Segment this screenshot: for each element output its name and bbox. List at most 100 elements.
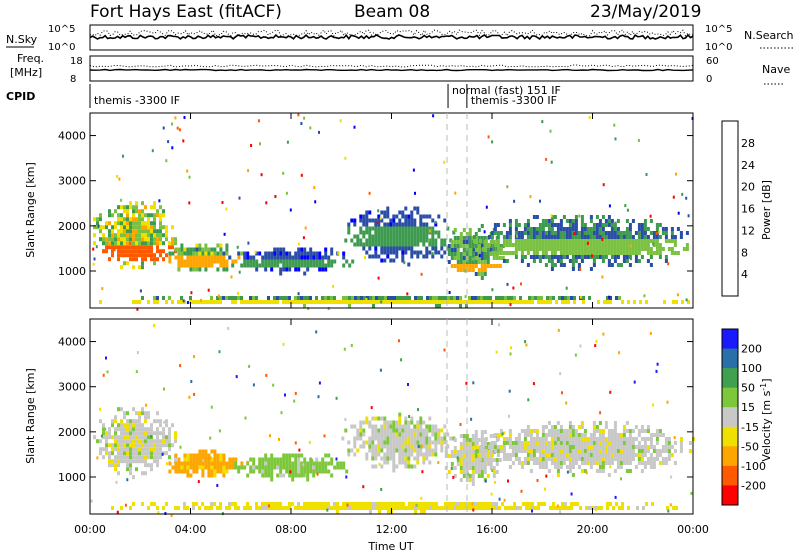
data-cell [655,251,659,255]
noise-cell [599,411,602,415]
data-cell [425,436,429,441]
data-cell [640,449,644,453]
data-cell [120,221,123,226]
data-cell [162,506,165,510]
data-cell [550,453,554,457]
data-cell [658,449,662,453]
noise-cell [541,120,544,124]
data-cell [622,437,626,441]
noise-cell [608,295,611,299]
noise-cell [559,372,562,376]
data-cell [480,244,484,248]
data-cell [459,506,462,510]
data-cell [216,453,220,458]
data-cell [144,415,147,420]
data-cell [480,442,484,446]
data-cell [108,209,111,214]
data-cell [580,441,584,445]
data-cell [628,255,632,259]
data-cell [377,242,381,247]
data-cell [456,260,460,264]
data-cell [321,465,325,470]
data-cell [592,441,596,445]
data-cell [526,263,530,267]
data-cell [438,304,441,308]
data-cell [342,300,345,304]
data-cell [309,465,313,470]
data-cell [348,506,351,510]
data-cell [514,437,518,441]
data-cell [541,247,545,251]
data-cell [279,469,283,474]
data-cell [294,296,297,300]
data-cell [468,296,471,300]
data-cell [102,237,105,242]
data-cell [489,466,493,470]
data-cell [356,448,360,453]
data-cell [198,255,202,260]
data-cell [425,456,429,461]
data-cell [392,246,396,251]
data-cell [123,447,126,452]
data-cell [664,449,668,453]
data-cell [386,456,390,461]
data-cell [649,231,653,235]
data-cell [192,457,196,462]
data-cell [592,263,596,267]
data-cell [315,457,319,462]
data-cell [687,300,690,304]
data-cell [386,250,390,255]
noise-cell [398,339,400,343]
data-cell [628,445,632,449]
data-cell [589,227,593,231]
data-cell [601,429,605,433]
data-cell [381,502,384,506]
data-cell [132,225,135,230]
data-cell [213,453,217,458]
data-cell [480,240,484,244]
data-cell [652,239,656,243]
data-cell [350,448,354,453]
data-cell [414,506,417,510]
data-cell [627,300,630,304]
data-cell [120,225,123,230]
data-cell [258,457,262,462]
data-cell [183,461,187,466]
data-cell [192,259,196,264]
data-cell [407,218,411,223]
data-cell [643,461,647,465]
data-cell [595,429,599,433]
data-cell [508,223,512,227]
data-cell [126,209,129,214]
noise-cell [465,381,468,385]
data-cell [222,469,226,474]
data-cell [129,463,132,468]
noise-cell [151,149,154,153]
data-cell [174,506,177,510]
data-cell [389,234,393,239]
data-cell [610,461,614,465]
data-cell [468,268,472,272]
data-cell [450,264,454,268]
data-cell [532,457,536,461]
data-cell [354,506,357,510]
data-cell [447,454,451,458]
data-cell [561,506,564,510]
noise-cell [450,466,453,470]
noise-cell [95,245,98,249]
y-tick-label: 2000 [58,426,86,439]
data-cell [637,461,641,465]
data-cell [398,424,402,429]
data-cell [392,214,396,219]
data-cell [673,239,677,243]
data-cell [508,243,512,247]
data-cell [568,243,572,247]
data-cell [156,245,159,250]
noise-cell [116,510,119,514]
data-cell [129,435,132,440]
data-cell [667,239,671,243]
data-cell [541,235,545,239]
data-cell [544,243,548,247]
data-cell [362,246,366,251]
